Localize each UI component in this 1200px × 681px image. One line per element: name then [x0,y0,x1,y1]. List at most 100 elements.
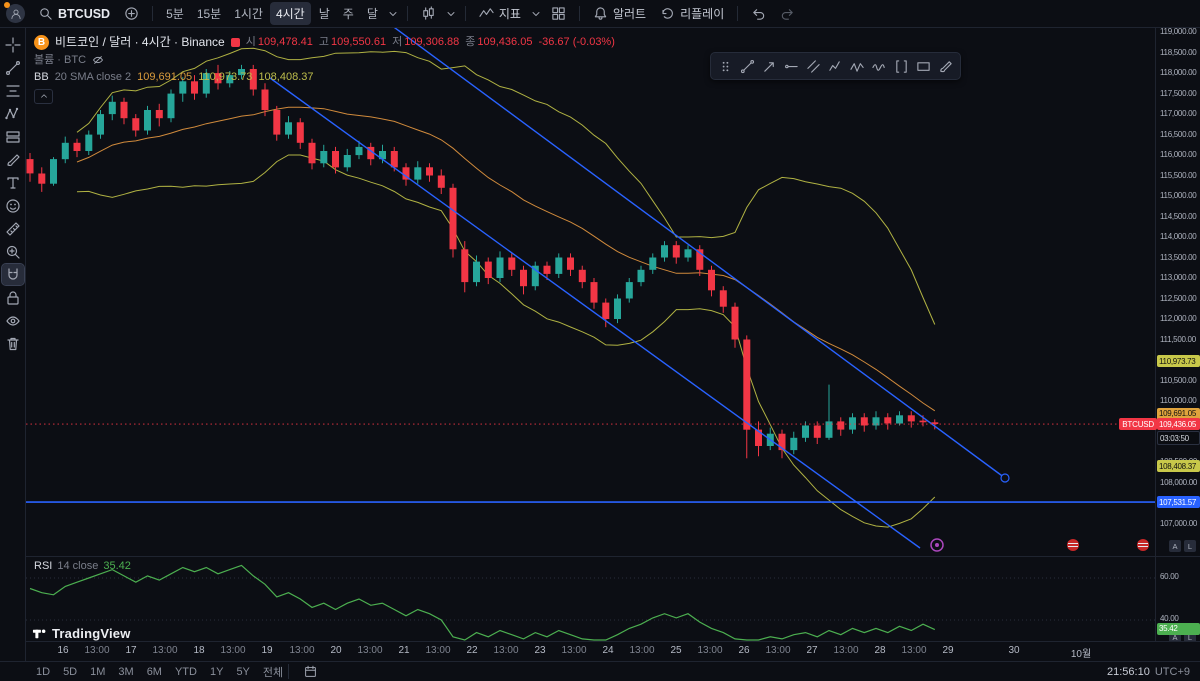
brush-button[interactable] [935,56,956,77]
log-scale-button[interactable]: L [1184,540,1196,552]
text-tool-button[interactable] [2,172,24,193]
open-value: 109,478.41 [257,35,313,48]
user-avatar[interactable] [4,2,25,23]
trendline-handle[interactable] [1000,473,1010,483]
bb-upper-band[interactable] [76,47,936,325]
magnet-icon [5,267,21,283]
price-axis-label: 115,500.00 [1160,170,1197,180]
interval-menu-caret[interactable] [386,6,400,22]
price-axis[interactable]: 119,000.00 118,500.00 118,000.00 117,500.00… [1119,27,1200,661]
tradingview-logo[interactable]: TradingView [32,626,131,641]
range-button-6M[interactable]: 6M [146,665,162,678]
candle [414,161,422,184]
trend-line-tool-button[interactable] [2,57,24,78]
range-button-1M[interactable]: 1M [90,665,106,678]
indicators-button[interactable]: 지표 [473,3,527,24]
bb-legend-row[interactable]: BB 20 SMA close 2 109,691.05 110,973.73 … [34,69,615,86]
arrow-icon [762,59,777,74]
clock-button[interactable]: 21:56:10 UTC+9 [1107,666,1200,678]
trend-line-button[interactable] [737,56,758,77]
trendline[interactable] [269,77,921,549]
ruler-tool-button[interactable] [2,218,24,239]
replay-button[interactable]: 리플레이 [654,3,730,24]
candle [155,103,163,127]
crosshair-tool-button[interactable] [2,34,24,55]
main-chart-pane[interactable]: B 비트코인 / 달러 · 4시간 · Binance 시 109,478.41 … [26,28,1155,556]
polyline-button[interactable] [825,56,846,77]
bb-upper-value: 110,973.73 [198,70,253,83]
auto-scale-button[interactable]: A [1169,540,1181,552]
bb-lower-band[interactable] [76,154,936,528]
legend-collapse-button[interactable] [34,88,53,104]
alert-button[interactable]: 알러트 [587,3,652,24]
drag-handle-button[interactable] [715,56,736,77]
trendline[interactable] [368,28,1006,479]
chart-style-button[interactable] [415,4,442,23]
trend-line-icon [740,59,755,74]
price-chart[interactable] [26,28,1155,556]
layout-grid-button[interactable] [545,4,572,23]
symbol-title[interactable]: 비트코인 / 달러 · 4시간 · Binance [55,35,225,49]
period-button-날[interactable]: 날 [313,2,336,25]
indicator-templates-caret[interactable] [529,6,543,22]
arrow-button[interactable] [759,56,780,77]
redo-button[interactable] [774,4,801,23]
lock-tool-button[interactable] [2,287,24,308]
chart-style-caret[interactable] [444,6,458,22]
zoom-tool-button[interactable] [2,241,24,262]
period-button-주[interactable]: 주 [337,2,360,25]
candle [708,265,715,297]
rsi-legend-row[interactable]: RSI 14 close 35.42 [34,560,131,572]
compare-add-button[interactable] [118,4,145,23]
rsi-pane[interactable]: RSI 14 close 35.42 TradingView [26,556,1155,642]
rectangle-button[interactable] [913,56,934,77]
economic-event-icon[interactable] [930,538,944,552]
timeframe-button-4시간[interactable]: 4시간 [269,2,311,25]
candle [614,294,621,324]
period-button-달[interactable]: 달 [361,2,384,25]
range-button-5Y[interactable]: 5Y [236,665,250,678]
chart-legend: B 비트코인 / 달러 · 4시간 · Binance 시 109,478.41 … [34,33,615,104]
hide-tool-button[interactable] [2,310,24,331]
clock-time: 21:56:10 [1107,665,1150,678]
price-axis-label: 117,000.00 [1160,109,1197,119]
toolbar-separator [737,6,739,21]
brush-tool-button[interactable] [2,149,24,170]
magnet-tool-button[interactable] [0,263,25,286]
go-to-date-button[interactable] [304,665,317,678]
price-axis-label: 108,000.00 [1160,477,1198,487]
range-button-1Y[interactable]: 1Y [209,665,224,678]
xabcd-pattern-tool-button[interactable] [2,103,24,124]
time-axis[interactable]: 16 13:00 17 13:00 18 13:00 19 13:00 20 13:00 21 13:… [26,641,1200,662]
timeframe-button-1시간[interactable]: 1시간 [228,2,269,25]
range-button-YTD[interactable]: YTD [174,665,197,678]
eye-off-icon[interactable] [92,54,104,66]
bb-basis-line[interactable] [76,106,936,412]
candle [73,138,81,158]
symbol-search-button[interactable]: BTCUSD [32,4,116,23]
caret-down-icon [387,8,399,20]
zigzag-button[interactable] [847,56,868,77]
parallel-channel-button[interactable] [803,56,824,77]
horizontal-ray-button[interactable] [781,56,802,77]
volume-legend-row[interactable]: 볼륨 · BTC [34,52,615,69]
range-button-전체[interactable]: 전체 [262,666,284,679]
emoji-tool-button[interactable] [2,195,24,216]
trash-tool-button[interactable] [2,333,24,354]
timeframe-button-15분[interactable]: 15분 [191,2,227,25]
economic-event-icon[interactable] [1067,539,1079,551]
economic-event-icon[interactable] [1137,539,1149,551]
timeframe-button-5분[interactable]: 5분 [160,2,190,25]
rsi-chart[interactable] [26,557,1155,642]
long-position-tool-button[interactable] [2,126,24,147]
rsi-line[interactable] [29,564,936,641]
range-button-3M[interactable]: 3M [118,665,134,678]
fib-retracement-tool-button[interactable] [2,80,24,101]
candle [555,253,563,278]
range-button-5D[interactable]: 5D [63,665,78,678]
brackets-button[interactable] [891,56,912,77]
double-zigzag-button[interactable] [869,56,890,77]
price-axis-label: 112,500.00 [1160,293,1197,303]
undo-button[interactable] [745,4,772,23]
range-button-1D[interactable]: 1D [36,665,51,678]
